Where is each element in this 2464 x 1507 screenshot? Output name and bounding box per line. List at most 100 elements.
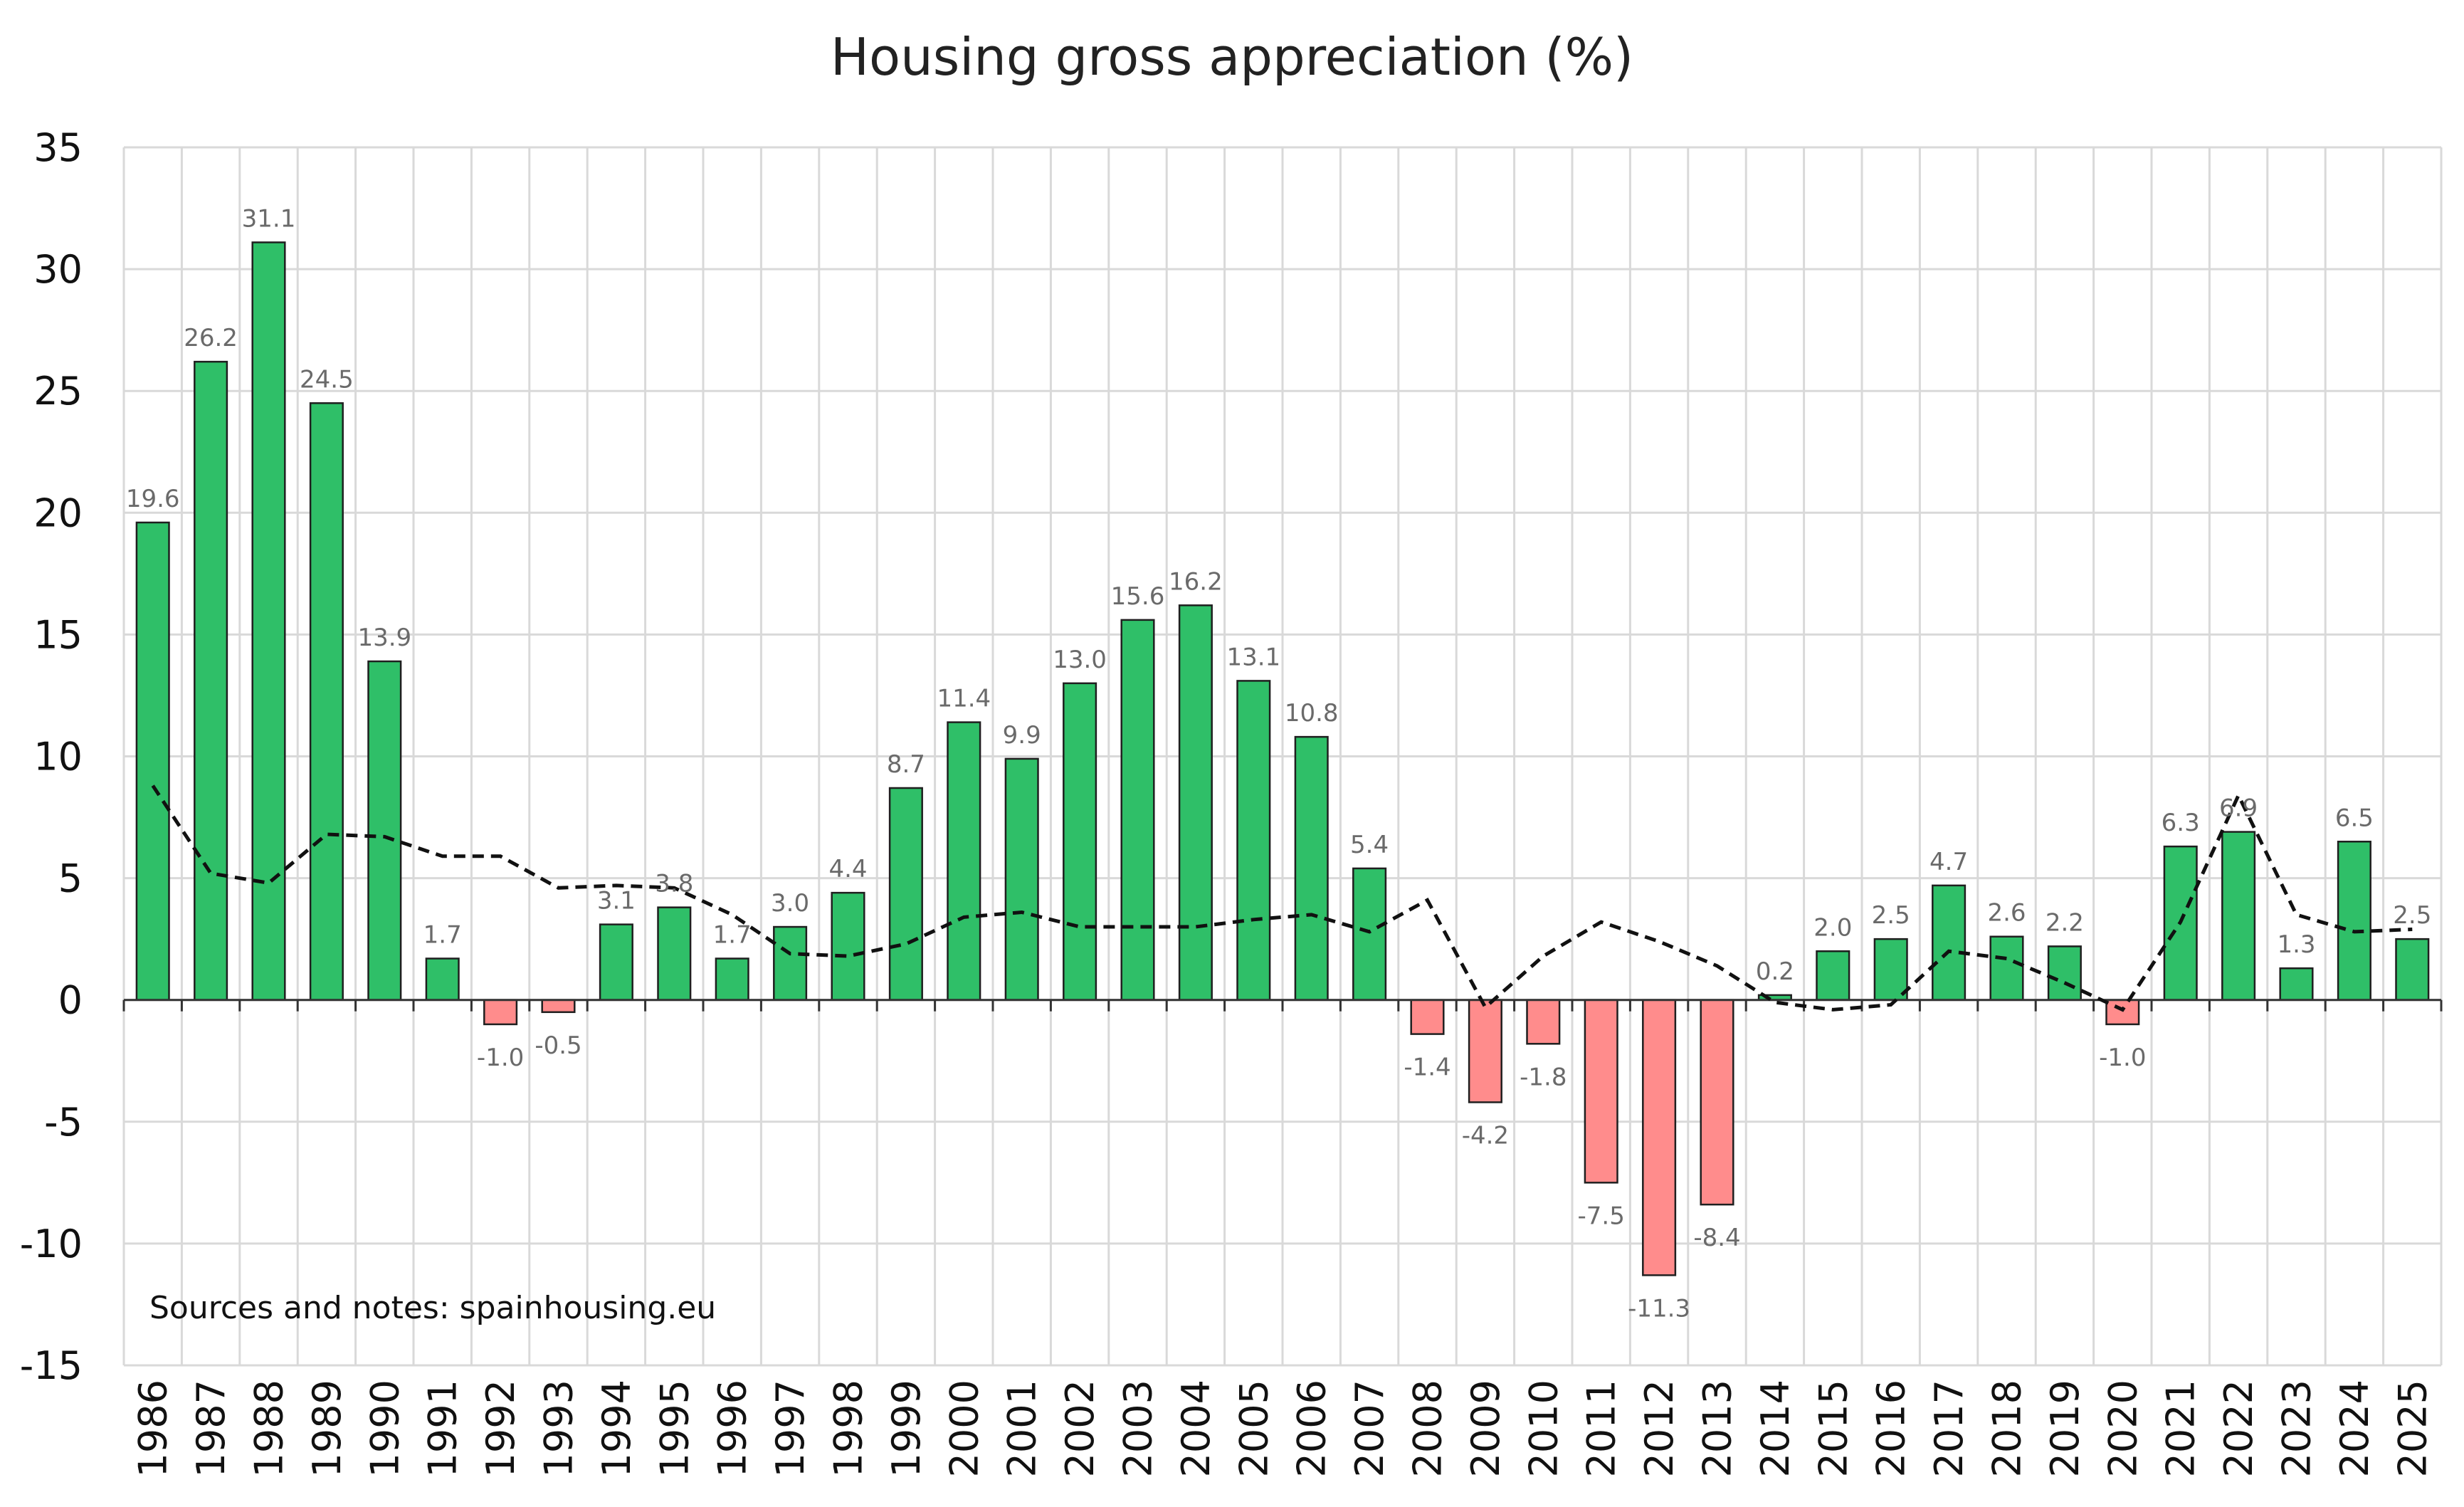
data-label: 3.0 [771,889,809,918]
x-tick-label: 2025 [2390,1380,2435,1477]
data-label: -1.4 [1404,1054,1451,1082]
data-label: 13.1 [1226,643,1280,671]
bar-2016 [1873,938,1908,1001]
data-label: -1.0 [2099,1044,2146,1072]
bar-2022 [2221,831,2256,1001]
x-tick-label: 2019 [2043,1380,2087,1477]
x-tick-label: 1998 [826,1380,871,1477]
bar-1999 [888,787,923,1001]
bar-2005 [1236,680,1271,1001]
x-tick-label: 2016 [1869,1380,1914,1477]
bar-2012 [1642,999,1677,1276]
data-label: 15.6 [1111,582,1165,611]
data-label: 9.9 [1003,721,1041,750]
x-tick-label: 1997 [768,1380,813,1477]
data-label: 3.8 [655,870,693,898]
data-label: 2.6 [1987,899,2026,928]
x-tick-label: 1987 [189,1380,233,1477]
x-tick-label: 1992 [478,1380,523,1477]
bar-1989 [309,402,344,1001]
bar-2013 [1700,999,1734,1206]
x-tick-label: 1994 [594,1380,639,1477]
bar-1986 [135,521,170,1001]
y-tick-label: 20 [33,490,83,535]
bar-1997 [773,925,808,1001]
data-label: 6.3 [2162,809,2200,837]
data-label: 6.5 [2335,804,2374,832]
x-tick-label: 1986 [131,1380,176,1477]
bar-2004 [1178,604,1213,1001]
y-tick-label: -15 [20,1343,83,1388]
x-tick-label: 2017 [1927,1380,1971,1477]
bar-2002 [1063,682,1097,1001]
bar-2024 [2337,841,2371,1001]
x-tick-label: 2003 [1116,1380,1161,1477]
data-label: 2.0 [1813,913,1852,942]
x-tick-label: 2004 [1174,1380,1218,1477]
data-label: 26.2 [184,324,238,352]
y-tick-label: 25 [33,369,83,414]
bar-2015 [1816,950,1850,1001]
bar-2007 [1352,867,1387,1001]
x-tick-label: 1990 [362,1380,407,1477]
data-label: -7.5 [1578,1202,1625,1230]
data-label: -11.3 [1628,1294,1690,1323]
data-label: -0.5 [535,1031,581,1060]
x-tick-label: 2024 [2332,1380,2377,1477]
source-note: Sources and notes: spainhousing.eu [149,1290,717,1326]
data-label: 13.0 [1053,646,1107,674]
x-tick-label: 2001 [1000,1380,1045,1477]
bar-2001 [1004,757,1039,1001]
bar-2023 [2279,967,2314,1001]
data-label: 5.4 [1350,831,1389,859]
data-label: 0.2 [1756,957,1794,986]
bar-2017 [1932,884,1967,1001]
x-tick-label: 2010 [1521,1380,1566,1477]
x-tick-label: 2008 [1406,1380,1451,1477]
bar-1996 [715,957,749,1001]
x-tick-label: 1999 [884,1380,929,1477]
bar-1990 [367,660,402,1001]
bar-2011 [1584,999,1618,1184]
bar-1988 [251,241,286,1001]
bar-1998 [831,891,865,1001]
bar-2000 [947,721,981,1001]
x-tick-label: 2022 [2216,1380,2261,1477]
bar-2018 [1989,935,2024,1001]
data-label: 13.9 [357,624,411,652]
data-label: -1.8 [1520,1063,1567,1091]
data-label: -4.2 [1462,1121,1509,1150]
x-tick-label: 1989 [305,1380,349,1477]
bar-2003 [1120,619,1155,1001]
data-label: 2.5 [2393,901,2431,930]
data-label: 24.5 [300,365,354,394]
data-label: 4.7 [1929,848,1968,876]
bar-2020 [2105,999,2140,1026]
bar-1987 [194,360,228,1001]
data-label: -1.0 [477,1044,524,1072]
bar-1992 [483,999,518,1026]
x-tick-label: 1991 [421,1380,465,1477]
x-tick-label: 2002 [1058,1380,1102,1477]
data-label: 31.1 [242,204,296,233]
x-tick-label: 2014 [1753,1380,1798,1477]
y-tick-label: 15 [33,612,83,657]
bar-1993 [541,999,576,1014]
x-tick-label: 2005 [1231,1380,1276,1477]
bar-2010 [1526,999,1561,1045]
x-tick-label: 2013 [1695,1380,1740,1477]
bar-2006 [1294,735,1329,1001]
dashed-trend-line [151,784,2413,1012]
data-label: 19.6 [126,485,180,513]
x-tick-label: 1993 [537,1380,581,1477]
x-tick-label: 2015 [1811,1380,1855,1477]
x-tick-label: 2020 [2100,1380,2145,1477]
bar-1994 [599,923,633,1001]
data-label: 1.7 [423,921,462,950]
data-label: 11.4 [937,685,991,713]
bar-2019 [2047,945,2082,1001]
x-tick-label: 2009 [1463,1380,1508,1477]
bar-2021 [2163,845,2198,1001]
x-tick-label: 2006 [1290,1380,1334,1477]
